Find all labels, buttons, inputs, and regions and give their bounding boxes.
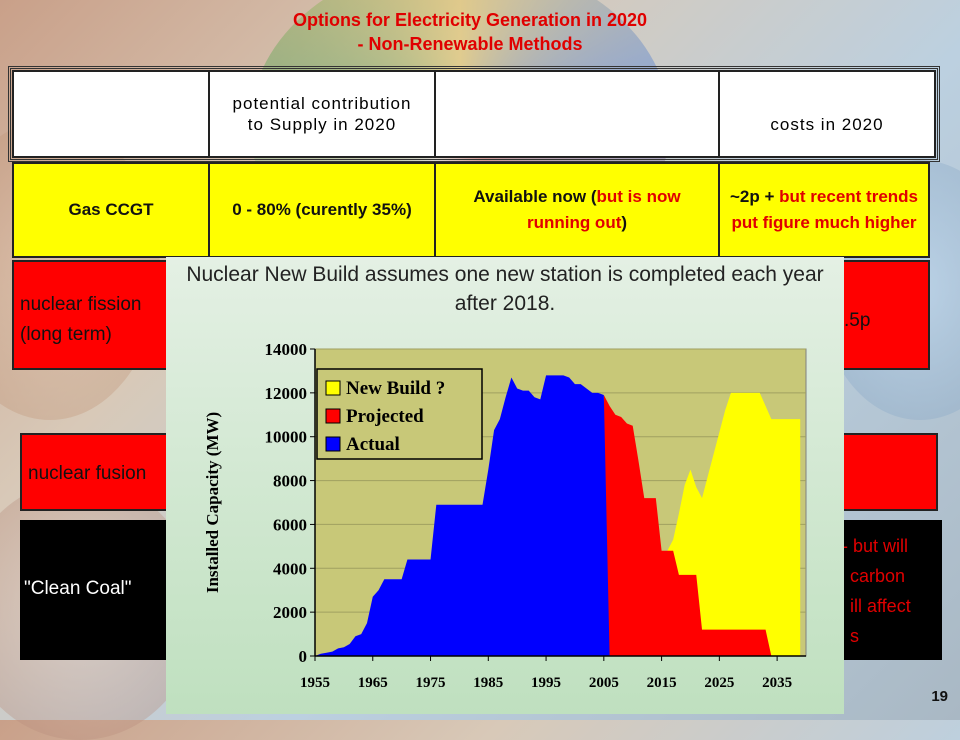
slide-title: Options for Electricity Generation in 20… [0,8,940,56]
table-header-cell-1 [12,70,210,158]
table-header-frame [8,66,940,162]
gas-cost-text: ~2p + [730,187,780,206]
gas-cost-cell: ~2p + but recent trends put figure much … [718,162,930,258]
clean-coal-note-1: - but will [842,536,909,556]
gas-contribution-cell: 0 - 80% (curently 35%) [208,162,436,258]
x-tick-label: 1995 [531,675,561,691]
gas-label: Gas CCGT [68,200,154,219]
gas-cost: ~2p + but recent trends put figure much … [729,184,919,236]
y-tick-label: 10000 [265,428,308,447]
gas-availability-close: ) [621,213,628,232]
nuclear-capacity-chart: 0 2000 4000 6000 8000 10000 12000 14000 1955 1965… [203,340,807,691]
x-tick-label: 1985 [473,675,503,691]
y-tick-label: 12000 [265,384,308,403]
overlay-caption: Nuclear New Build assumes one new statio… [186,263,824,315]
legend-box [316,368,483,460]
clean-coal-label: "Clean Coal" [24,578,132,599]
table-header-cell-3 [434,70,720,158]
gas-label-cell: Gas CCGT [12,162,210,258]
x-tick-label: 2015 [647,675,677,691]
header-contribution-label: potential contribution to Supply in 2020 [232,94,412,134]
area-actual [315,375,610,656]
y-tick-label: 2000 [273,603,307,622]
y-tick-label: 0 [299,647,308,666]
y-tick-label: 4000 [273,559,307,578]
legend-swatch [325,380,341,396]
chart-overlay-panel: Nuclear New Build assumes one new statio… [166,257,844,714]
header-costs-label: costs in 2020 [770,114,884,134]
gas-availability-text: Available now ( [473,187,597,206]
y-axis-label: Installed Capacity (MW) [203,412,222,593]
y-tick-label: 14000 [265,340,308,359]
legend-label: New Build ? [346,378,445,399]
x-tick-label: 2035 [762,675,792,691]
fission-label-2: (long term) [20,324,112,345]
gas-availability-warning: but is now running out [526,187,681,232]
fission-cost-fragment: .5p [844,310,871,331]
x-tick-label: 2025 [704,675,734,691]
area-new-build [667,392,801,656]
table-header-cell-2: potential contribution to Supply in 2020 [208,70,436,158]
page-number: 19 [931,688,948,705]
x-tick-label: 2005 [589,675,619,691]
slide-title-line-1: Options for Electricity Generation in 20… [292,10,648,30]
fission-label-1: nuclear fission [20,294,142,315]
clean-coal-note-3: ill affect [850,596,911,616]
y-tick-label: 6000 [273,515,307,534]
fusion-label: nuclear fusion [28,463,147,484]
y-tick-label: 8000 [273,472,307,491]
legend-swatch [325,408,341,424]
gas-availability-cell: Available now (but is now running out) [434,162,720,258]
slide-title-line-2: - Non-Renewable Methods [357,34,583,54]
legend-label: Projected [346,406,424,427]
legend-label: Actual [346,434,400,455]
clean-coal-note-2: carbon [850,566,906,586]
x-tick-label: 1975 [416,675,446,691]
clean-coal-note-4: s [850,626,859,646]
x-tick-label: 1965 [358,675,388,691]
gas-contribution: 0 - 80% (curently 35%) [232,200,412,219]
legend-swatch [325,436,341,452]
gas-availability: Available now (but is now running out) [452,184,702,236]
area-projected [603,395,772,656]
table-header-cell-4: costs in 2020 [718,70,936,158]
gas-cost-warning: but recent trends put figure much higher [731,187,918,232]
x-tick-label: 1955 [300,675,330,691]
